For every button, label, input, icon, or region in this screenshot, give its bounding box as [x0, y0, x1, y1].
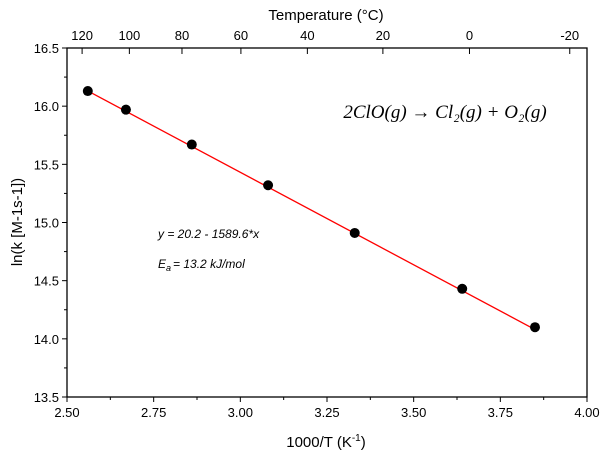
- fit-equation: y = 20.2 - 1589.6*x: [157, 227, 260, 241]
- y-tick-label: 14.5: [34, 274, 59, 289]
- top-tick-label: 100: [119, 28, 141, 43]
- top-tick-label: 60: [234, 28, 248, 43]
- data-point: [263, 180, 274, 191]
- top-axis-title: Temperature (°C): [268, 7, 383, 24]
- y-tick-label: 13.5: [34, 390, 59, 405]
- data-point: [457, 283, 468, 294]
- activation-energy: Ea = 13.2 kJ/mol: [158, 257, 245, 273]
- top-tick-label: 40: [300, 28, 314, 43]
- x-tick-label: 3.75: [488, 405, 513, 420]
- y-tick-label: 14.0: [34, 332, 59, 347]
- data-point: [530, 322, 540, 333]
- x-tick-label: 3.00: [228, 405, 253, 420]
- top-tick-label: 80: [175, 28, 189, 43]
- y-tick-label: 15.0: [34, 216, 59, 231]
- y-tick-label: 16.0: [34, 99, 59, 114]
- data-point: [349, 227, 360, 238]
- reaction-equation: 2ClO(g) → Cl₂(g) + O₂(g): [343, 102, 546, 123]
- data-point: [82, 86, 93, 97]
- y-tick-label: 16.5: [34, 41, 59, 56]
- data-point: [186, 139, 197, 150]
- y-axis-title: ln(k [M-1s-1]): [9, 178, 26, 266]
- plot-frame: [66, 47, 588, 398]
- fit-line: [87, 90, 536, 331]
- x-tick-label: 3.25: [314, 405, 339, 420]
- x-axis-title: 1000/T (K-1): [286, 433, 366, 451]
- top-tick-label: 20: [376, 28, 390, 43]
- x-tick-label: 4.00: [574, 405, 599, 420]
- x-tick-label: 3.50: [401, 405, 426, 420]
- top-tick-label: -20: [560, 28, 579, 43]
- top-tick-label: 0: [466, 28, 473, 43]
- x-tick-label: 2.50: [54, 405, 79, 420]
- top-tick-label: 120: [71, 28, 93, 43]
- y-tick-label: 15.5: [34, 157, 59, 172]
- data-point: [120, 104, 131, 115]
- x-tick-label: 2.75: [141, 405, 166, 420]
